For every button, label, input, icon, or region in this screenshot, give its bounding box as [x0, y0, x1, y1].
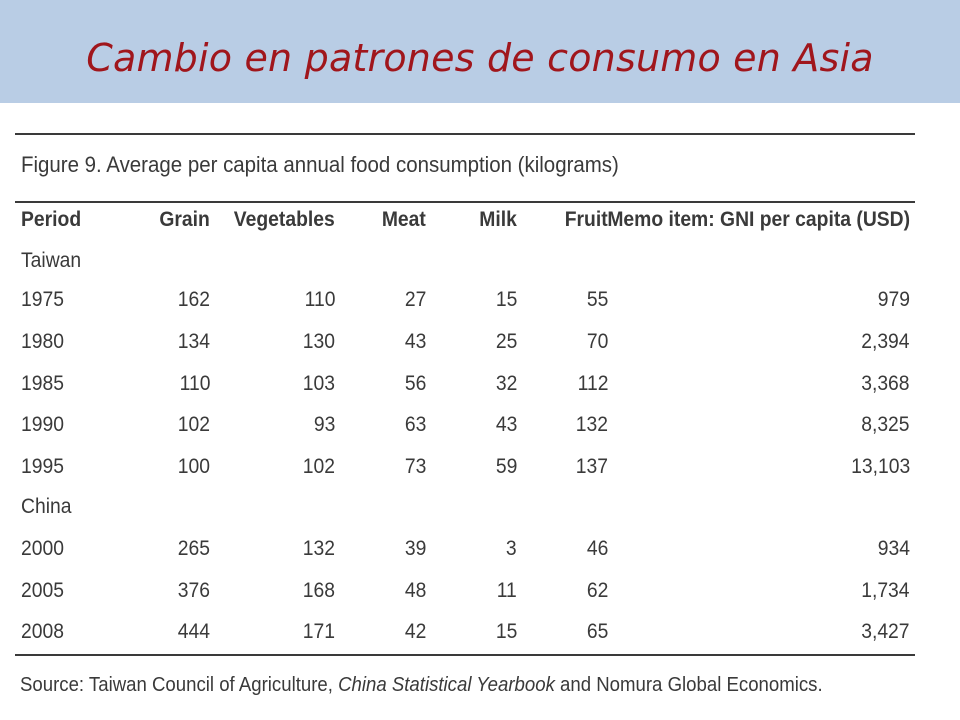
table-cell: 162 [177, 288, 210, 311]
table-cell: 110 [179, 372, 210, 395]
header-rule [15, 201, 915, 203]
table-cell: 32 [495, 372, 517, 395]
table-cell: 444 [177, 620, 210, 643]
table-cell: 2,394 [861, 330, 910, 353]
table-cell: 56 [404, 372, 426, 395]
table-cell: 43 [404, 330, 426, 353]
source-suffix: and Nomura Global Economics. [554, 674, 823, 696]
row-period: 2008 [21, 620, 64, 643]
table-cell: 1,734 [861, 579, 910, 602]
table-cell: 8,325 [861, 413, 910, 436]
row-period: 2000 [21, 537, 64, 560]
table-cell: 137 [575, 455, 608, 478]
column-header: Milk [479, 208, 517, 231]
table-cell: 39 [404, 537, 426, 560]
row-period: 2005 [21, 579, 64, 602]
table-cell: 70 [586, 330, 608, 353]
row-period: 1990 [21, 413, 64, 436]
table-cell: 132 [575, 413, 608, 436]
table-cell: 62 [586, 579, 608, 602]
column-header: Memo item: GNI per capita (USD) [607, 208, 910, 231]
source-prefix: Source: Taiwan Council of Agriculture, [20, 674, 339, 696]
table-cell: 134 [177, 330, 210, 353]
table-cell: 102 [177, 413, 210, 436]
table-cell: 110 [304, 288, 335, 311]
table-cell: 13,103 [850, 455, 910, 478]
row-period: 1995 [21, 455, 64, 478]
column-header: Grain [159, 208, 210, 231]
table-cell: 15 [495, 288, 517, 311]
group-label: Taiwan [21, 249, 82, 272]
table-cell: 27 [404, 288, 426, 311]
table-cell: 168 [302, 579, 335, 602]
table-cell: 265 [177, 537, 210, 560]
table-cell: 93 [313, 413, 335, 436]
column-header: Fruit [565, 208, 608, 231]
table-cell: 59 [495, 455, 517, 478]
table-cell: 25 [495, 330, 517, 353]
source-note: Source: Taiwan Council of Agriculture, C… [20, 674, 823, 697]
table-cell: 102 [302, 455, 335, 478]
table-cell: 73 [404, 455, 426, 478]
table-cell: 46 [586, 537, 608, 560]
table-cell: 130 [302, 330, 335, 353]
table-cell: 376 [177, 579, 210, 602]
table-cell: 171 [302, 620, 335, 643]
table-cell: 112 [577, 372, 608, 395]
group-label: China [21, 495, 72, 518]
table-cell: 103 [302, 372, 335, 395]
table-cell: 48 [404, 579, 426, 602]
table-cell: 3 [506, 537, 517, 560]
table-top-rule [15, 133, 915, 135]
table-cell: 3,368 [861, 372, 910, 395]
row-period: 1975 [21, 288, 64, 311]
table-cell: 65 [586, 620, 608, 643]
row-period: 1980 [21, 330, 64, 353]
table-cell: 132 [302, 537, 335, 560]
table-cell: 63 [404, 413, 426, 436]
column-header: Meat [381, 208, 426, 231]
table-cell: 979 [877, 288, 910, 311]
figure-title: Figure 9. Average per capita annual food… [21, 152, 619, 177]
source-italic: China Statistical Yearbook [338, 674, 555, 696]
table-cell: 42 [404, 620, 426, 643]
column-header: Vegetables [234, 208, 335, 231]
table-cell: 934 [877, 537, 910, 560]
table-bottom-rule [15, 654, 915, 656]
table-cell: 55 [586, 288, 608, 311]
table-cell: 15 [495, 620, 517, 643]
table-cell: 100 [177, 455, 210, 478]
table-cell: 43 [495, 413, 517, 436]
table-cell: 11 [496, 579, 517, 602]
row-period: 1985 [21, 372, 64, 395]
table-cell: 3,427 [861, 620, 910, 643]
column-header: Period [21, 208, 82, 231]
slide-title: Cambio en patrones de consumo en Asia [86, 36, 874, 80]
slide-header [0, 0, 960, 103]
